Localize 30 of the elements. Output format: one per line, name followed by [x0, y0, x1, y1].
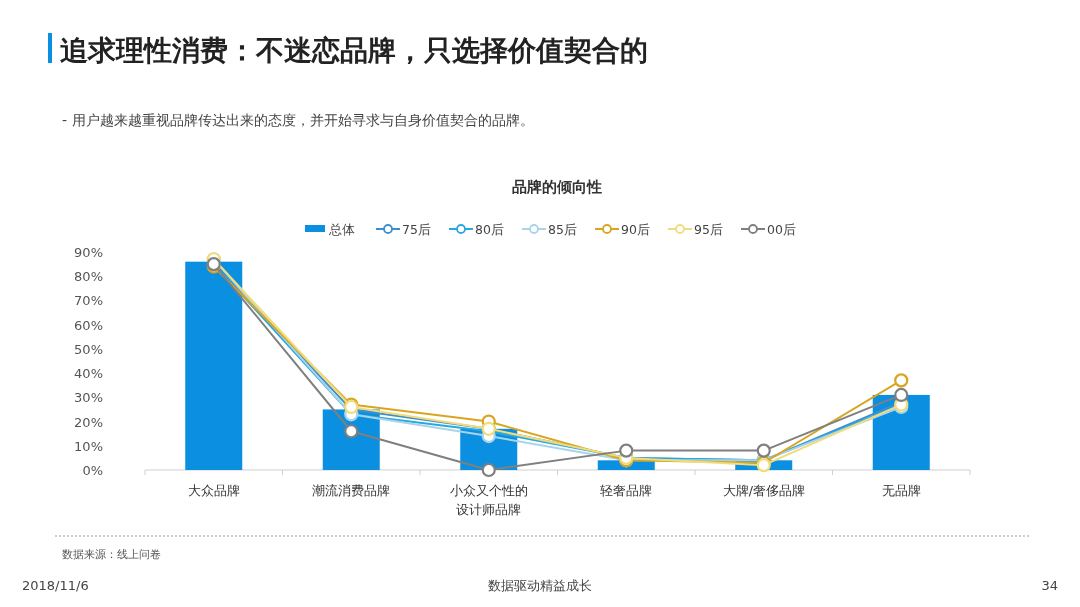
legend-label: 95后	[694, 222, 723, 237]
x-tick-label: 大牌/奢侈品牌	[722, 483, 805, 498]
y-tick-label: 70%	[74, 293, 103, 309]
x-tick-label: 轻奢品牌	[600, 483, 653, 498]
chart-subtitle: - 用户越来越重视品牌传达出来的态度，并开始寻求与自身价值契合的品牌。	[62, 112, 534, 128]
legend-label: 75后	[402, 222, 431, 237]
y-tick-label: 10%	[74, 438, 103, 454]
y-tick-label: 80%	[74, 269, 103, 285]
text: 数据驱动精益成长	[488, 578, 592, 593]
y-tick-label: 30%	[74, 390, 103, 406]
chart-title: 追求理性消费：不迷恋品牌，只选择价值契合的	[60, 34, 648, 67]
y-tick-label: 90%	[74, 245, 103, 260]
x-tick-label: 大众品牌	[187, 483, 240, 498]
legend-label: 85后	[548, 222, 577, 237]
y-tick-label: 60%	[74, 317, 103, 333]
y-tick-label: 40%	[74, 366, 103, 382]
source-note: 数据来源：线上问卷	[62, 548, 161, 561]
y-tick-label: 50%	[74, 341, 103, 357]
legend-label: 90后	[621, 222, 650, 237]
legend-label: 00后	[767, 222, 796, 237]
text: 34	[1041, 578, 1058, 593]
legend-label: 总体	[328, 222, 355, 237]
x-tick-label: 小众又个性的设计师品牌	[449, 483, 528, 517]
x-tick-label: 潮流消费品牌	[312, 483, 391, 498]
y-tick-label: 0%	[82, 463, 103, 478]
x-tick-label: 无品牌	[881, 483, 921, 498]
text: 2018/11/6	[22, 578, 89, 593]
text: 品牌的倾向性	[512, 178, 602, 196]
legend-label: 80后	[475, 222, 504, 237]
y-tick-label: 20%	[74, 414, 103, 430]
